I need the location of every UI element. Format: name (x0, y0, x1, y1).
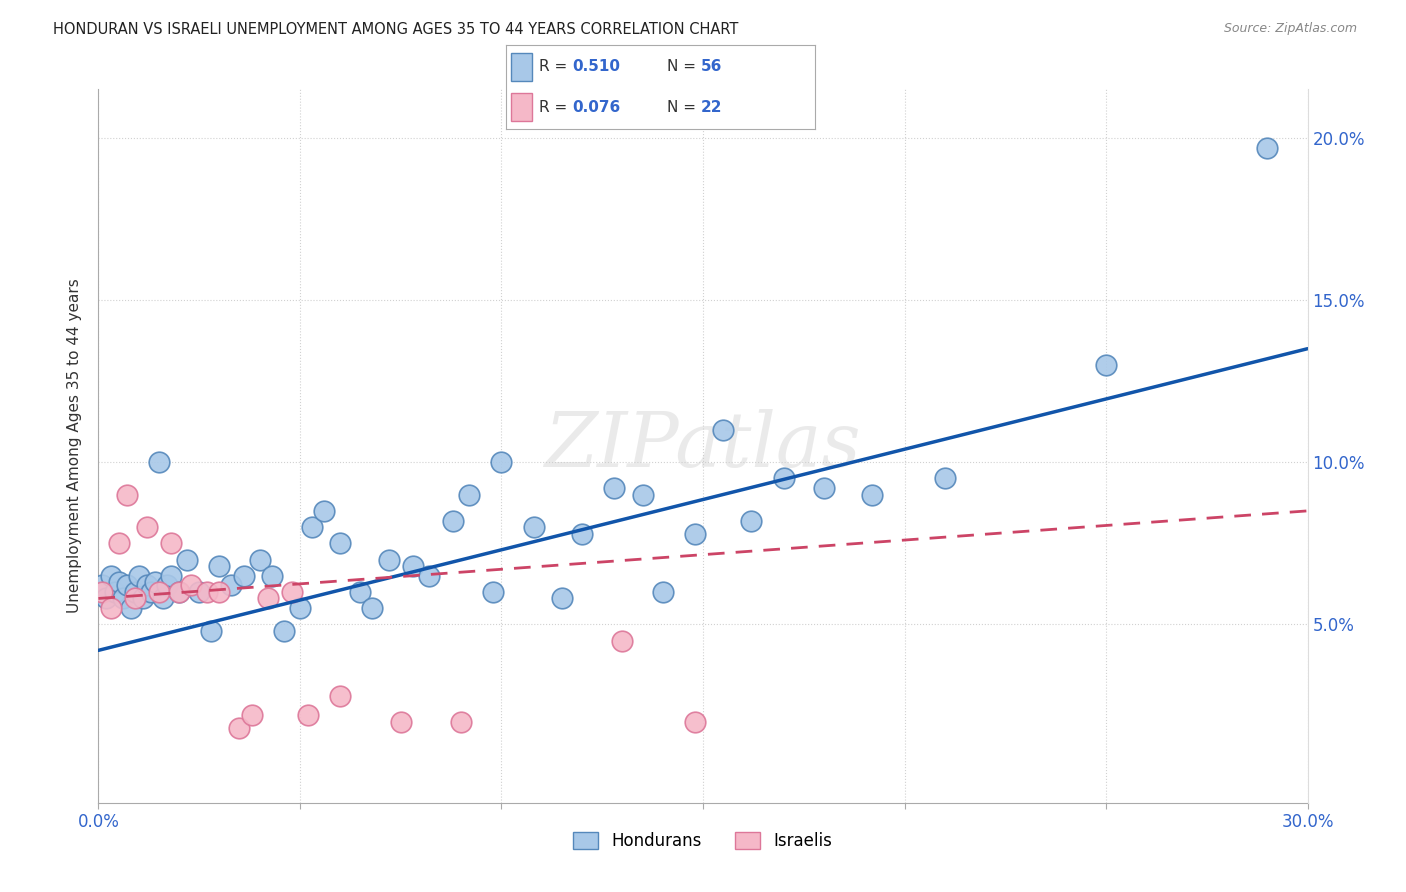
Point (603, 481, 626, 495)
Point (100, 568, 122, 582)
Point (740, 514, 762, 528)
Point (631, 488, 654, 502)
Point (491, 455, 513, 469)
Text: HONDURAN VS ISRAELI UNEMPLOYMENT AMONG AGES 35 TO 44 YEARS CORRELATION CHART: HONDURAN VS ISRAELI UNEMPLOYMENT AMONG A… (53, 22, 738, 37)
Point (132, 591, 155, 606)
Point (297, 708, 319, 723)
Point (772, 471, 794, 485)
Text: R =: R = (538, 100, 572, 115)
Point (135, 578, 157, 592)
Text: 22: 22 (702, 100, 723, 115)
Point (389, 714, 412, 729)
Point (115, 578, 138, 592)
Point (208, 559, 231, 574)
Point (523, 520, 546, 534)
Point (402, 559, 425, 574)
Point (612, 633, 634, 648)
Point (256, 591, 278, 606)
Point (288, 601, 311, 615)
Bar (510, 54, 533, 80)
Point (329, 689, 352, 703)
Point (115, 488, 138, 502)
Point (143, 575, 166, 590)
Point (91, 578, 114, 592)
Point (349, 585, 371, 599)
Text: N =: N = (666, 100, 700, 115)
Point (208, 585, 231, 599)
Point (200, 624, 222, 638)
Point (156, 578, 179, 592)
Point (139, 585, 162, 599)
Point (152, 591, 174, 606)
Point (314, 504, 336, 518)
Point (1256, 140, 1278, 154)
Point (329, 536, 352, 550)
Bar (510, 94, 533, 120)
Text: 0.510: 0.510 (572, 59, 620, 74)
Point (128, 568, 150, 582)
Point (361, 601, 384, 615)
Point (188, 585, 211, 599)
Point (571, 526, 593, 541)
Point (651, 585, 673, 599)
Point (1095, 358, 1118, 372)
Point (103, 585, 125, 599)
Text: 0.076: 0.076 (572, 100, 621, 115)
Point (934, 471, 956, 485)
Point (167, 585, 190, 599)
Point (273, 624, 295, 638)
Point (683, 714, 706, 729)
Point (180, 578, 202, 592)
Point (377, 552, 399, 566)
Point (281, 585, 304, 599)
Point (458, 488, 481, 502)
Text: Source: ZipAtlas.com: Source: ZipAtlas.com (1223, 22, 1357, 36)
Point (441, 514, 464, 528)
Point (482, 585, 505, 599)
Point (711, 423, 734, 437)
Point (111, 591, 134, 606)
Point (232, 568, 254, 582)
Point (301, 520, 323, 534)
Legend: Hondurans, Israelis: Hondurans, Israelis (565, 824, 841, 859)
Point (228, 721, 250, 735)
Point (195, 585, 218, 599)
Point (107, 575, 129, 590)
Text: 56: 56 (702, 59, 723, 74)
Point (124, 585, 146, 599)
Point (551, 591, 574, 606)
Y-axis label: Unemployment Among Ages 35 to 44 years: Unemployment Among Ages 35 to 44 years (67, 278, 83, 614)
Point (100, 601, 122, 615)
Point (683, 526, 706, 541)
Point (160, 568, 183, 582)
Point (107, 536, 129, 550)
Text: R =: R = (538, 59, 572, 74)
Point (148, 455, 170, 469)
Point (135, 520, 157, 534)
Point (148, 585, 170, 599)
Point (96, 591, 118, 606)
Point (249, 552, 271, 566)
Point (450, 714, 472, 729)
Point (240, 708, 263, 723)
Point (91, 585, 114, 599)
Point (418, 568, 440, 582)
Text: N =: N = (666, 59, 700, 74)
Point (176, 552, 198, 566)
Point (167, 585, 190, 599)
Point (260, 568, 283, 582)
Point (860, 488, 883, 502)
Point (124, 591, 146, 606)
Point (813, 481, 835, 495)
Point (120, 601, 142, 615)
Point (221, 578, 243, 592)
Point (160, 536, 183, 550)
Text: ZIPatlas: ZIPatlas (544, 409, 862, 483)
